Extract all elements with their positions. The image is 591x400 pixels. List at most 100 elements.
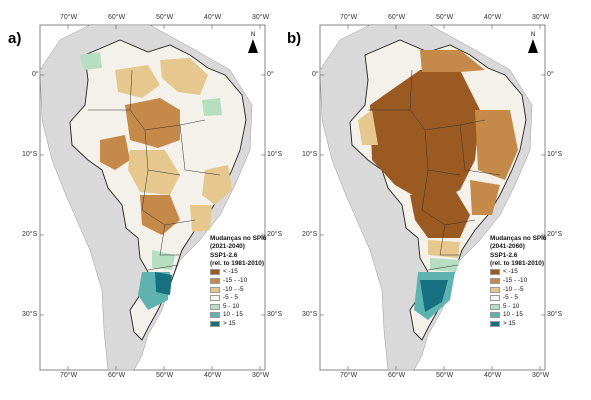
legend-class-label: 10 - 15 bbox=[223, 311, 243, 319]
map-panel-a: 70°W 60°W 50°W 40°W 30°W 70°W 60°W 50°W … bbox=[22, 10, 282, 385]
north-label: N bbox=[250, 32, 256, 38]
lon-top-label: 60°W bbox=[108, 14, 126, 21]
legend-class-label: > 15 bbox=[223, 319, 236, 327]
legend-class-label: -10 - -5 bbox=[223, 285, 244, 293]
legend-class-label: -15 - -10 bbox=[503, 276, 528, 284]
legend-a: Mudanças no SPI6 (2021-2040) SSP1-2.6 (r… bbox=[210, 235, 266, 328]
legend-class-label: -5 - 5 bbox=[223, 294, 238, 302]
lon-top-label: 60°W bbox=[388, 14, 406, 21]
lon-bottom-label: 30°W bbox=[532, 372, 550, 379]
lon-top-label: 50°W bbox=[436, 14, 454, 21]
legend-swatch bbox=[210, 278, 220, 285]
lat-left-label: 30°S bbox=[22, 311, 38, 318]
lon-bottom-label: 40°W bbox=[204, 372, 222, 379]
north-label: N bbox=[530, 32, 536, 38]
legend-row: < -15 bbox=[490, 268, 546, 277]
legend-class-label: 5 - 10 bbox=[503, 302, 520, 310]
legend-reference: (rel. to 1981-2010) bbox=[210, 259, 264, 267]
drought-patches-b bbox=[358, 50, 518, 320]
legend-class-label: -5 - 5 bbox=[503, 294, 518, 302]
lon-top-label: 70°W bbox=[60, 14, 78, 21]
legend-swatch bbox=[210, 269, 220, 276]
legend-row: 10 - 15 bbox=[490, 311, 546, 320]
legend-reference: (rel. to 1981-2010) bbox=[490, 259, 544, 267]
legend-class-label: 10 - 15 bbox=[503, 311, 523, 319]
lat-left-label: 20°S bbox=[22, 231, 38, 238]
legend-period: (2041-2060) bbox=[490, 243, 525, 251]
drought-patches-a bbox=[80, 52, 232, 310]
legend-class-label: 5 - 10 bbox=[223, 302, 240, 310]
legend-row: > 15 bbox=[490, 320, 546, 329]
lon-top-label: 30°W bbox=[532, 14, 550, 21]
legend-row: > 15 bbox=[210, 320, 266, 329]
lon-top-label: 50°W bbox=[156, 14, 174, 21]
lon-bottom-label: 50°W bbox=[436, 372, 454, 379]
legend-title: Mudanças no SPI6 bbox=[210, 235, 267, 242]
panel-label-b: b) bbox=[287, 30, 302, 47]
legend-period: (2021-2040) bbox=[210, 243, 245, 251]
map-panel-b: 70°W 60°W 50°W 40°W 30°W 70°W 60°W 50°W … bbox=[302, 10, 562, 385]
legend-swatch bbox=[210, 303, 220, 310]
lat-left-label: 20°S bbox=[302, 231, 318, 238]
lat-right-label: 10°S bbox=[547, 151, 563, 158]
lon-bottom-label: 30°W bbox=[252, 372, 270, 379]
north-arrow: N bbox=[528, 32, 538, 53]
legend-b: Mudanças no SPI6 (2041-2060) SSP1-2.6 (r… bbox=[490, 235, 546, 328]
legend-swatch bbox=[490, 295, 500, 302]
legend-swatch bbox=[490, 269, 500, 276]
lat-left-label: 0° bbox=[312, 71, 319, 78]
north-arrow: N bbox=[248, 32, 258, 53]
legend-row: 10 - 15 bbox=[210, 311, 266, 320]
legend-class-label: < -15 bbox=[503, 268, 518, 276]
north-arrow-icon bbox=[248, 39, 258, 53]
lat-right-label: 0° bbox=[547, 71, 554, 78]
lon-top-label: 30°W bbox=[252, 14, 270, 21]
lat-right-label: 20°S bbox=[547, 231, 563, 238]
lon-top-label: 40°W bbox=[204, 14, 222, 21]
legend-class-label: -10 - -5 bbox=[503, 285, 524, 293]
map-b-svg bbox=[319, 24, 546, 371]
legend-row: -10 - -5 bbox=[210, 285, 266, 294]
panel-label-a: a) bbox=[8, 30, 22, 47]
legend-row: -10 - -5 bbox=[490, 285, 546, 294]
lat-right-label: 30°S bbox=[267, 311, 283, 318]
legend-row: 5 - 10 bbox=[490, 303, 546, 312]
lat-left-label: 10°S bbox=[302, 151, 318, 158]
legend-class-label: -15 - -10 bbox=[223, 276, 248, 284]
lat-right-label: 30°S bbox=[547, 311, 563, 318]
graticule-ticks-b bbox=[320, 25, 545, 370]
state-borders-b bbox=[368, 69, 501, 271]
legend-class-label: < -15 bbox=[223, 268, 238, 276]
legend-swatch bbox=[210, 286, 220, 293]
legend-row: 5 - 10 bbox=[210, 303, 266, 312]
lon-top-label: 70°W bbox=[340, 14, 358, 21]
legend-swatch bbox=[490, 303, 500, 310]
north-arrow-icon bbox=[528, 39, 538, 53]
lon-bottom-label: 50°W bbox=[156, 372, 174, 379]
lon-bottom-label: 70°W bbox=[60, 372, 78, 379]
legend-row: -15 - -10 bbox=[210, 277, 266, 286]
legend-swatch bbox=[210, 312, 220, 319]
legend-scenario: SSP1-2.6 bbox=[490, 251, 518, 259]
legend-class-label: > 15 bbox=[503, 319, 516, 327]
legend-row: -15 - -10 bbox=[490, 277, 546, 286]
graticule-ticks-a bbox=[40, 25, 265, 370]
legend-swatch bbox=[490, 278, 500, 285]
legend-row: < -15 bbox=[210, 268, 266, 277]
legend-swatch bbox=[210, 295, 220, 302]
legend-title: Mudanças no SPI6 bbox=[490, 235, 547, 242]
lat-right-label: 0° bbox=[267, 71, 274, 78]
legend-swatch bbox=[210, 321, 220, 328]
legend-row: -5 - 5 bbox=[210, 294, 266, 303]
lat-left-label: 30°S bbox=[302, 311, 318, 318]
lon-bottom-label: 60°W bbox=[108, 372, 126, 379]
lon-bottom-label: 40°W bbox=[484, 372, 502, 379]
legend-swatch bbox=[490, 286, 500, 293]
lat-right-label: 20°S bbox=[267, 231, 283, 238]
legend-row: -5 - 5 bbox=[490, 294, 546, 303]
lon-top-label: 40°W bbox=[484, 14, 502, 21]
lat-left-label: 0° bbox=[32, 71, 39, 78]
lat-left-label: 10°S bbox=[22, 151, 38, 158]
